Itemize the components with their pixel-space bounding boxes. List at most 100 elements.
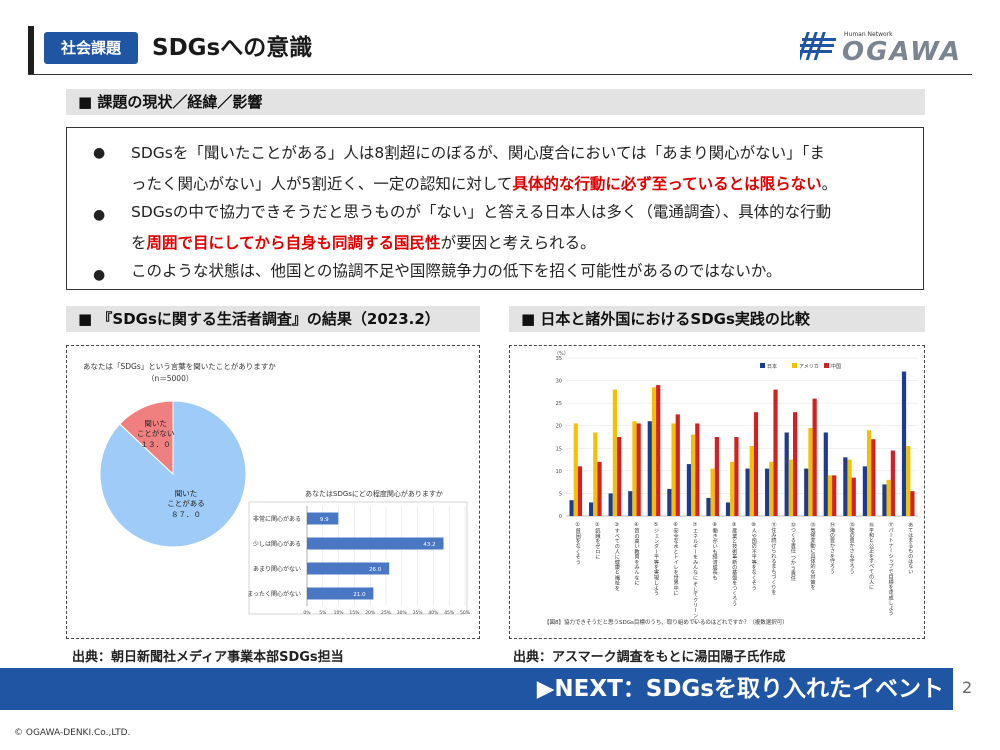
- comparison-chart-svg: （%） 0 5 10 15 20 25 30 35 ①貧困をなくそう ②飢餓をゼロに ③すべての人に健…: [544, 351, 918, 626]
- pie-title: あなたは「SDGs」という言葉を聞いたことがありますか: [83, 361, 276, 371]
- legend-label: 中国: [831, 363, 841, 370]
- vbar-bar: [823, 432, 828, 516]
- hbar-frame: [248, 501, 468, 615]
- vbar-bar: [671, 423, 676, 516]
- vbar-bar: [714, 437, 719, 516]
- hbar-bar: [307, 512, 339, 525]
- hbar-tick-label: 35%: [413, 610, 424, 616]
- vbar-category-label: ⑤ジェンダー平等を実現しよう: [653, 522, 659, 596]
- hbar-category-label: 非常に関心がある: [253, 515, 301, 523]
- vbar-bar: [867, 430, 872, 516]
- issues-bullet-box: ● SDGsを「聞いたことがある」人は8割超にのぼるが、関心度合においては「あま…: [66, 127, 924, 290]
- pie-label: ことがある: [167, 498, 205, 508]
- vbar-bar: [847, 459, 852, 516]
- hbar-tick-label: 0%: [303, 610, 311, 616]
- vbar-bar: [573, 423, 578, 516]
- vbar-tick-label: 30: [556, 379, 562, 385]
- vbar-bar: [812, 398, 817, 516]
- category-tag: 社会課題: [44, 32, 138, 64]
- hbar-tick-label: 30%: [397, 610, 408, 616]
- hbar-value-label: 26.0: [369, 567, 382, 573]
- hbar-category-label: あまり関心がない: [253, 565, 301, 573]
- legend-swatch: [792, 363, 797, 368]
- vbar-bar: [632, 421, 637, 516]
- vbar-category-label: ⑭海の豊かさを守ろう: [829, 521, 835, 575]
- next-banner-label[interactable]: ▶NEXT：SDGsを取り入れたイベント: [536, 676, 944, 702]
- vbar-bar: [745, 468, 750, 516]
- hbar-bar: [307, 562, 390, 575]
- vbar-category-label: ⑨産業と技術革新の基盤をつくろう: [731, 522, 737, 606]
- vbar-bar: [886, 479, 891, 516]
- vbar-bar: [710, 468, 715, 516]
- hbar-value-label: 9.9: [320, 517, 329, 523]
- pie-label: ことがない: [137, 428, 175, 438]
- hbar-value-label: 21.0: [353, 592, 366, 598]
- vbar-category-label: ③すべての人に健康と福祉を: [614, 522, 620, 591]
- comparison-chart-box: （%） 0 5 10 15 20 25 30 35 ①貧困をなくそう ②飢餓をゼロに ③すべての人に健…: [509, 345, 925, 639]
- vbar-category-label: ⑦エネルギーをみんなに そしてクリーンに: [692, 522, 698, 624]
- ogawa-logo: Human Network OGAWA: [797, 22, 980, 70]
- logo-small-text: Human Network: [844, 31, 893, 38]
- vbar-bar: [636, 423, 641, 516]
- vbar-category-label: ⑯平和と公正をすべての人に: [868, 521, 874, 590]
- bullet-2-line1: SDGsの中で協力できそうだと思うものが「ない」と答える日本人は多く（電通調査）…: [131, 203, 832, 221]
- vbar-bar: [862, 466, 868, 516]
- vbar-category-label: ⑫つくる責任 つかう責任: [790, 521, 796, 583]
- page-title: SDGsへの意識: [152, 35, 313, 61]
- page-number: 2: [962, 678, 973, 697]
- vbar-bar: [597, 461, 602, 516]
- bullet-marker: ●: [93, 145, 106, 161]
- vbar-tick-label: 15: [556, 446, 562, 452]
- bullet-1-line1: SDGsを「聞いたことがある」人は8割超にのぼるが、関心度合においては「あまり関…: [131, 144, 825, 162]
- emphasis-text: 具体的な行動に必ず至っているとは限らない: [512, 175, 822, 193]
- hbar-tick-label: 25%: [381, 610, 392, 616]
- hbar-tick-label: 20%: [365, 610, 376, 616]
- vbar-bar: [612, 389, 617, 516]
- next-banner[interactable]: [0, 668, 953, 710]
- network-grid-icon: [797, 32, 836, 60]
- vbar-ylabel: （%）: [554, 351, 569, 357]
- vbar-bar: [656, 385, 661, 516]
- vbar-bar: [832, 475, 837, 516]
- vbar-bar: [773, 389, 778, 516]
- vbar-bar: [691, 434, 696, 516]
- bullet-marker: ●: [93, 207, 106, 223]
- header-accent-bar: [28, 26, 34, 74]
- pie-label: 聞いた: [144, 419, 167, 428]
- vbar-bar: [647, 421, 652, 516]
- bullet-item-2: SDGsの中で協力できそうだと思うものが「ない」と答える日本人は多く（電通調査）…: [131, 197, 911, 259]
- logo-text: OGAWA: [842, 37, 962, 67]
- vbar-category-label: ⑥安全な水とトイレを世界中に: [672, 522, 678, 596]
- vbar-bar: [686, 464, 692, 516]
- vbar-category-label: ①貧困をなくそう: [575, 522, 581, 565]
- vbar-bar: [730, 461, 735, 516]
- bullet-3-line1: このような状態は、他国との協調不足や国際競争力の低下を招く可能性があるのではない…: [131, 262, 782, 280]
- section-header-issues: ■ 課題の現状／経緯／影響: [66, 89, 925, 115]
- section-header-survey: ■ 『SDGsに関する生活者調査』の結果（2023.2）: [66, 306, 480, 332]
- vbar-bar: [769, 461, 774, 516]
- vbar-bar: [804, 468, 809, 516]
- vbar-tick-label: 10: [556, 469, 562, 475]
- vbar-category-label: あてはまるものはない: [907, 522, 913, 575]
- vbar-bar: [628, 491, 633, 516]
- vbar-category-label: ②飢餓をゼロに: [594, 522, 600, 560]
- pie-value-label: １３．０: [141, 440, 171, 449]
- vbar-category-label: ⑧働きがいも経済成長も: [711, 522, 717, 580]
- vbar-bar: [827, 475, 833, 516]
- vbar-chart: （%） 0 5 10 15 20 25 30 35 ①貧困をなくそう ②飢餓をゼロに ③すべての人に健…: [554, 351, 918, 624]
- vbar-tick-label: 25: [556, 401, 562, 407]
- hbar-tick-label: 50%: [460, 610, 471, 616]
- vbar-bar: [890, 450, 895, 516]
- vbar-bar: [577, 466, 583, 516]
- vbar-bar: [784, 432, 789, 516]
- legend-swatch: [824, 363, 829, 368]
- vbar-bar: [589, 502, 594, 516]
- header-divider: [28, 74, 972, 75]
- hbar-chart: 0% 5% 10% 15% 20% 25% 30% 35% 40% 45% 50% 非常に関心がある 9…: [247, 506, 471, 616]
- source-right: 出典：アスマーク調査をもとに湯田陽子氏作成: [513, 650, 786, 665]
- pie-value-label: ８７．０: [171, 510, 201, 519]
- hbar-category-label: まったく関心がない: [247, 590, 301, 598]
- vbar-tick-label: 20: [556, 424, 562, 430]
- pie-subtitle: （n＝5000）: [147, 374, 193, 383]
- vbar-tick-label: 5: [559, 491, 562, 497]
